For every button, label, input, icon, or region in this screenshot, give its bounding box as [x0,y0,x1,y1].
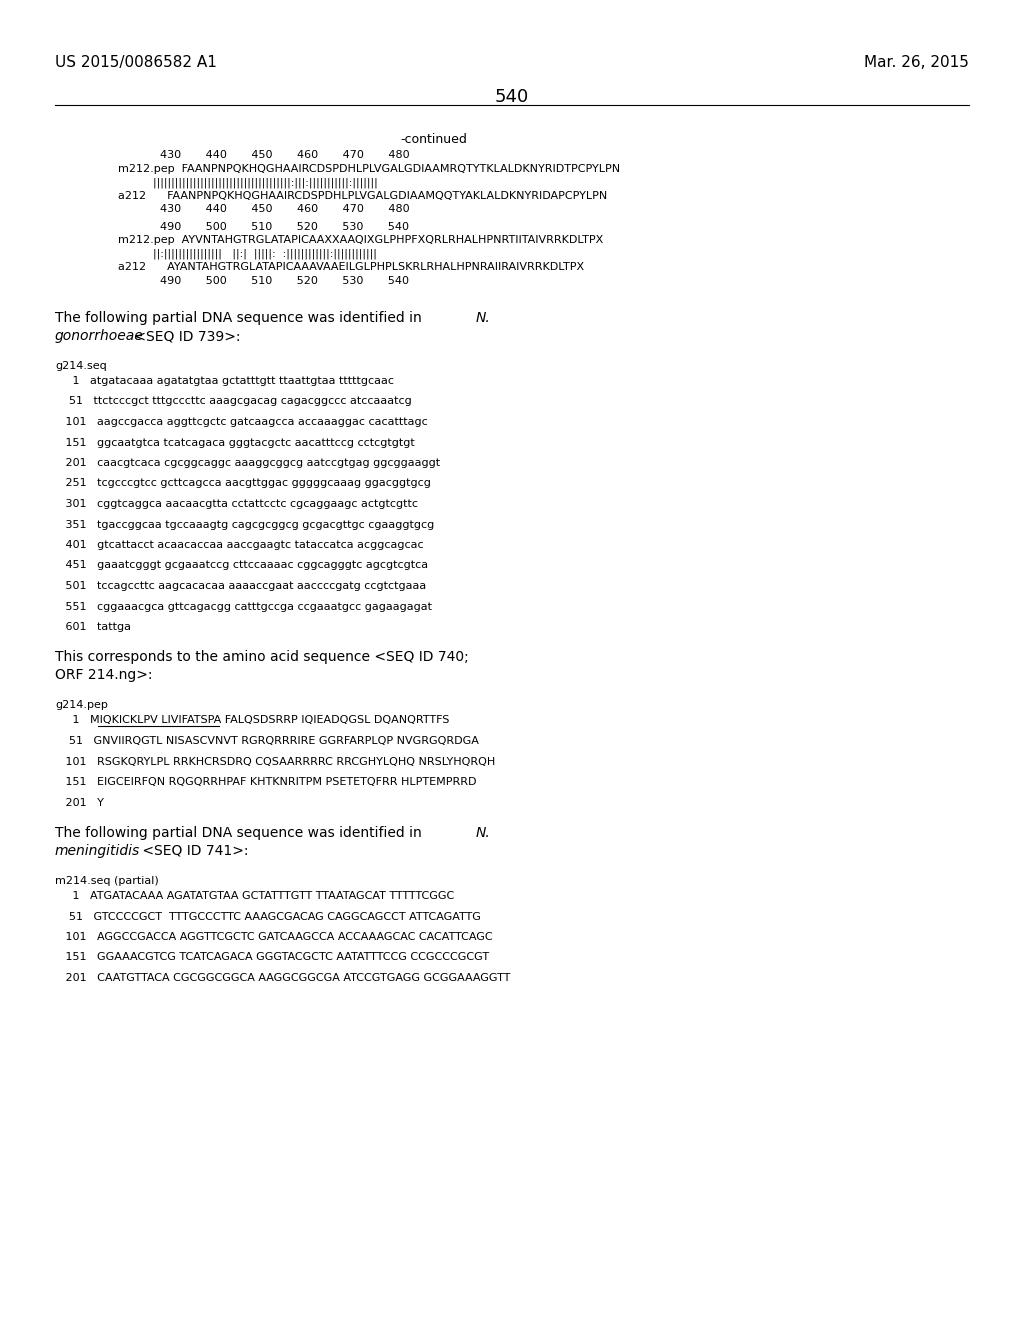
Text: This corresponds to the amino acid sequence <SEQ ID 740;: This corresponds to the amino acid seque… [55,651,469,664]
Text: 351   tgaccggcaa tgccaaagtg cagcgcggcg gcgacgttgc cgaaggtgcg: 351 tgaccggcaa tgccaaagtg cagcgcggcg gcg… [55,520,434,529]
Text: N.: N. [476,826,490,840]
Text: 51   GTCCCCGCT  TTTGCCCTTC AAAGCGACAG CAGGCAGCCT ATTCAGATTG: 51 GTCCCCGCT TTTGCCCTTC AAAGCGACAG CAGGC… [55,912,481,921]
Text: 1   atgatacaaa agatatgtaa gctatttgtt ttaattgtaa tttttgcaac: 1 atgatacaaa agatatgtaa gctatttgtt ttaat… [55,376,394,385]
Text: 101   aagccgacca aggttcgctc gatcaagcca accaaaggac cacatttagc: 101 aagccgacca aggttcgctc gatcaagcca acc… [55,417,428,426]
Text: 251   tcgcccgtcc gcttcagcca aacgttggac gggggcaaag ggacggtgcg: 251 tcgcccgtcc gcttcagcca aacgttggac ggg… [55,479,431,488]
Text: a212      AYANTAHGTRGLATAPICAAAVAAEILGLPHPLSKRLRHALHPNRAIIRAIVRRKDLTPX: a212 AYANTAHGTRGLATAPICAAAVAAEILGLPHPLSK… [118,261,584,272]
Text: ||:||||||||||||||||   ||:|  |||||:  :||||||||||||:||||||||||||: ||:|||||||||||||||| ||:| |||||: :|||||||… [118,248,377,259]
Text: 101   AGGCCGACCA AGGTTCGCTC GATCAAGCCA ACCAAAGCAC CACATTCAGC: 101 AGGCCGACCA AGGTTCGCTC GATCAAGCCA ACC… [55,932,493,942]
Text: 201   CAATGTTACA CGCGGCGGCA AAGGCGGCGA ATCCGTGAGG GCGGAAAGGTT: 201 CAATGTTACA CGCGGCGGCA AAGGCGGCGA ATC… [55,973,510,983]
Text: 540: 540 [495,88,529,106]
Text: 490       500       510       520       530       540: 490 500 510 520 530 540 [118,222,409,231]
Text: The following partial DNA sequence was identified in: The following partial DNA sequence was i… [55,826,426,840]
Text: N.: N. [476,312,490,325]
Text: Mar. 26, 2015: Mar. 26, 2015 [864,55,969,70]
Text: 201   caacgtcaca cgcggcaggc aaaggcggcg aatccgtgag ggcggaaggt: 201 caacgtcaca cgcggcaggc aaaggcggcg aat… [55,458,440,469]
Text: 601   tattga: 601 tattga [55,622,131,632]
Text: gonorrhoeae: gonorrhoeae [55,329,143,343]
Text: 151   GGAAACGTCG TCATCAGACA GGGTACGCTC AATATTTCCG CCGCCCGCGT: 151 GGAAACGTCG TCATCAGACA GGGTACGCTC AAT… [55,953,489,962]
Text: ORF 214.ng>:: ORF 214.ng>: [55,668,153,682]
Text: g214.pep: g214.pep [55,701,108,710]
Text: 501   tccagccttc aagcacacaa aaaaccgaat aaccccgatg ccgtctgaaa: 501 tccagccttc aagcacacaa aaaaccgaat aac… [55,581,426,591]
Text: 1   MIQKICKLPV LIVIFATSPA FALQSDSRRP IQIEADQGSL DQANQRTTFS: 1 MIQKICKLPV LIVIFATSPA FALQSDSRRP IQIEA… [55,715,450,726]
Text: 430       440       450       460       470       480: 430 440 450 460 470 480 [118,205,410,214]
Text: 551   cggaaacgca gttcagacgg catttgccga ccgaaatgcc gagaagagat: 551 cggaaacgca gttcagacgg catttgccga ccg… [55,602,432,611]
Text: 51   ttctcccgct tttgcccttc aaagcgacag cagacggccc atccaaatcg: 51 ttctcccgct tttgcccttc aaagcgacag caga… [55,396,412,407]
Text: a212      FAANPNPQKHQGHAAIRCDSPDHLPLVGALGDIAAMQQTYAKLALDKNYRIDAPCPYLPN: a212 FAANPNPQKHQGHAAIRCDSPDHLPLVGALGDIAA… [118,190,607,201]
Text: <SEQ ID 739>:: <SEQ ID 739>: [130,329,241,343]
Text: 151   ggcaatgtca tcatcagaca gggtacgctc aacatttccg cctcgtgtgt: 151 ggcaatgtca tcatcagaca gggtacgctc aac… [55,437,415,447]
Text: 430       440       450       460       470       480: 430 440 450 460 470 480 [118,150,410,160]
Text: <SEQ ID 741>:: <SEQ ID 741>: [138,843,249,858]
Text: 1   ATGATACAAA AGATATGTAA GCTATTTGTT TTAATAGCAT TTTTTCGGC: 1 ATGATACAAA AGATATGTAA GCTATTTGTT TTAAT… [55,891,455,902]
Text: 101   RSGKQRYLPL RRKHCRSDRQ CQSAARRRRC RRCGHYLQHQ NRSLYHQRQH: 101 RSGKQRYLPL RRKHCRSDRQ CQSAARRRRC RRC… [55,756,496,767]
Text: 151   EIGCEIRFQN RQGQRRHPAF KHTKNRITPM PSETETQFRR HLPTEMPRRD: 151 EIGCEIRFQN RQGQRRHPAF KHTKNRITPM PSE… [55,777,476,787]
Text: g214.seq: g214.seq [55,360,106,371]
Text: m212.pep  FAANPNPQKHQGHAAIRCDSPDHLPLVGALGDIAAMRQTYTKLALDKNYRIDTPCPYLPN: m212.pep FAANPNPQKHQGHAAIRCDSPDHLPLVGALG… [118,164,621,173]
Text: m214.seq (partial): m214.seq (partial) [55,876,159,886]
Text: meningitidis: meningitidis [55,843,140,858]
Text: m212.pep  AYVNTAHGTRGLATAPICAAXXAAQIXGLPHPFXQRLRHALHPNRTIITAIVRRKDLTPX: m212.pep AYVNTAHGTRGLATAPICAAXXAAQIXGLPH… [118,235,603,246]
Text: US 2015/0086582 A1: US 2015/0086582 A1 [55,55,217,70]
Text: 201   Y: 201 Y [55,797,103,808]
Text: The following partial DNA sequence was identified in: The following partial DNA sequence was i… [55,312,426,325]
Text: 490       500       510       520       530       540: 490 500 510 520 530 540 [118,276,409,285]
Text: -continued: -continued [400,133,467,147]
Text: 301   cggtcaggca aacaacgtta cctattcctc cgcaggaagc actgtcgttc: 301 cggtcaggca aacaacgtta cctattcctc cgc… [55,499,418,510]
Text: 451   gaaatcgggt gcgaaatccg cttccaaaac cggcagggtc agcgtcgtca: 451 gaaatcgggt gcgaaatccg cttccaaaac cgg… [55,561,428,570]
Text: ||||||||||||||||||||||||||||||||||||||:|||:|||||||||||:|||||||: ||||||||||||||||||||||||||||||||||||||:|… [118,177,378,187]
Text: 401   gtcattacct acaacaccaa aaccgaagtc tataccatca acggcagcac: 401 gtcattacct acaacaccaa aaccgaagtc tat… [55,540,424,550]
Text: 51   GNVIIRQGTL NISASCVNVT RGRQRRRIRE GGRFARPLQP NVGRGQRDGA: 51 GNVIIRQGTL NISASCVNVT RGRQRRRIRE GGRF… [55,737,479,746]
